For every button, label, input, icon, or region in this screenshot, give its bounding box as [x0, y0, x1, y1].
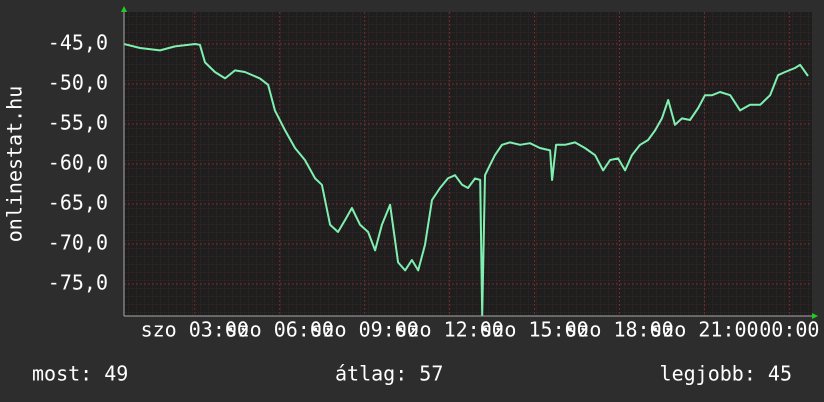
footer-average: átlag: 57	[335, 362, 443, 386]
y-tick-label: -55,0	[48, 111, 108, 135]
footer-current: most: 49	[32, 362, 128, 386]
footer-best: legjobb: 45	[660, 362, 792, 386]
grid	[124, 12, 812, 316]
x-tick-label: szo 21:00	[650, 318, 758, 342]
axis-arrow	[812, 313, 818, 319]
x-tick-label: szo 18:00	[565, 318, 673, 342]
x-tick-label: szo 15:00	[480, 318, 588, 342]
marks	[123, 43, 809, 317]
axis-arrow	[121, 6, 127, 12]
y-axis-label: onlinestat.hu	[3, 86, 27, 243]
x-tick-label: 00:00	[759, 318, 819, 342]
y-tick-label: -65,0	[48, 191, 108, 215]
y-tick-label: -45,0	[48, 31, 108, 55]
x-tick-label: szo 03:00	[141, 318, 249, 342]
y-tick-label: -75,0	[48, 271, 108, 295]
x-tick-label: szo 06:00	[226, 318, 334, 342]
y-tick-label: -50,0	[48, 71, 108, 95]
x-tick-label: szo 09:00	[310, 318, 418, 342]
data-line	[123, 43, 809, 317]
x-tick-label: szo 12:00	[395, 318, 503, 342]
y-tick-label: -70,0	[48, 231, 108, 255]
y-tick-label: -60,0	[48, 151, 108, 175]
